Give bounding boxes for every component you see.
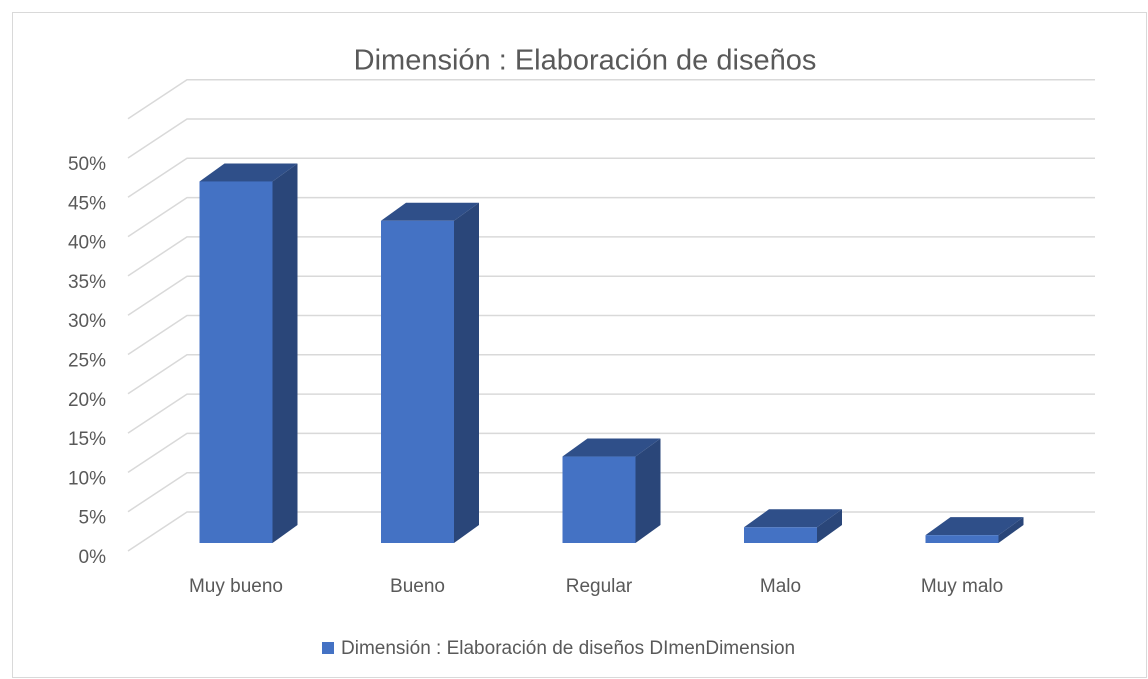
- chart-title: Dimensión : Elaboración de diseños: [354, 45, 817, 77]
- grid-line: [127, 157, 1095, 198]
- x-tick-label: Malo: [760, 576, 801, 597]
- bar-top: [381, 202, 479, 221]
- y-tick-label: 5%: [79, 508, 107, 529]
- bar-side: [454, 202, 479, 544]
- y-tick-label: 20%: [68, 390, 106, 411]
- grid-line: [127, 236, 1095, 277]
- bar: [925, 535, 999, 543]
- bar: [744, 527, 817, 543]
- x-tick-label: Bueno: [390, 576, 445, 597]
- wall-edge: [127, 78, 1095, 120]
- x-tick-label: Muy bueno: [189, 576, 283, 597]
- bar-side: [272, 163, 298, 543]
- bar: [199, 181, 273, 543]
- legend-label: Dimensión : Elaboración de diseños DImen…: [341, 638, 795, 659]
- grid-line: [127, 354, 1095, 395]
- bar-side: [635, 438, 661, 543]
- legend-swatch: [322, 642, 334, 654]
- bar-top: [199, 163, 298, 182]
- y-tick-label: 50%: [68, 154, 106, 175]
- bar-side: [817, 509, 842, 543]
- y-tick-label: 45%: [68, 193, 106, 214]
- bar-top: [562, 438, 661, 457]
- y-tick-label: 30%: [68, 311, 106, 332]
- y-tick-label: 0%: [79, 547, 107, 568]
- grid-line: [127, 196, 1095, 238]
- y-tick-label: 25%: [68, 351, 106, 372]
- grid-line: [127, 275, 1095, 316]
- x-tick-label: Regular: [566, 576, 633, 597]
- y-tick-label: 15%: [68, 429, 106, 450]
- x-tick-label: Muy malo: [921, 576, 1003, 597]
- bar: [381, 220, 454, 544]
- bar-side: [998, 517, 1024, 543]
- bar-top: [744, 509, 842, 528]
- grid-line: [127, 471, 1095, 513]
- bar: [562, 456, 636, 543]
- grid-line: [127, 432, 1095, 474]
- grid-line: [127, 118, 1095, 159]
- grid-line: [127, 393, 1095, 434]
- y-tick-label: 35%: [68, 272, 106, 293]
- y-tick-label: 10%: [68, 468, 106, 489]
- bar-top: [925, 517, 1024, 536]
- grid-line: [127, 314, 1095, 356]
- y-tick-label: 40%: [68, 233, 106, 254]
